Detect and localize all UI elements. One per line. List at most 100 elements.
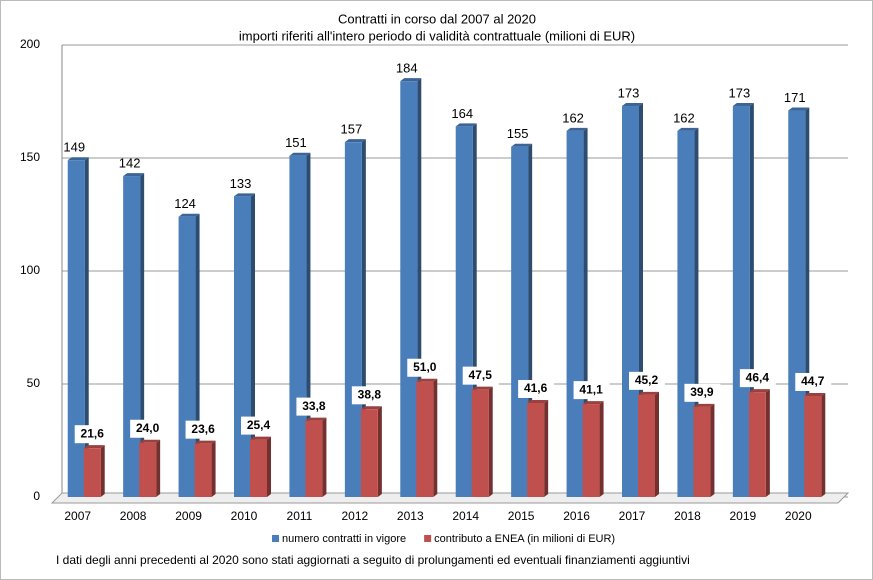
value-label-box bbox=[462, 366, 499, 385]
bar bbox=[178, 216, 196, 497]
legend-label: numero contratti in vigore bbox=[282, 533, 406, 545]
value-label: 39,9 bbox=[690, 385, 714, 399]
bar-side bbox=[599, 401, 604, 497]
x-tick-label: 2013 bbox=[397, 509, 424, 523]
bar-side bbox=[655, 391, 659, 497]
y-tick-label: 0 bbox=[33, 489, 40, 503]
bar-top bbox=[638, 391, 659, 395]
x-tick-label: 2017 bbox=[619, 509, 646, 523]
legend-swatch bbox=[272, 535, 279, 542]
bar-side bbox=[488, 386, 493, 497]
bar-top bbox=[582, 401, 604, 405]
value-label: 47,5 bbox=[469, 368, 493, 382]
y-tick-label: 200 bbox=[20, 37, 40, 51]
value-label-box bbox=[407, 358, 444, 377]
x-tick-label: 2007 bbox=[64, 509, 91, 523]
footnote: I dati degli anni precedenti al 2020 son… bbox=[56, 553, 690, 567]
bar-top bbox=[622, 103, 643, 107]
x-tick-label: 2015 bbox=[508, 509, 535, 523]
bar-top bbox=[455, 123, 477, 127]
chart-title: Contratti in corso dal 2007 al 2020 bbox=[338, 11, 536, 26]
bar-top bbox=[416, 378, 438, 382]
bar-top bbox=[194, 440, 216, 444]
y-tick-label: 150 bbox=[20, 150, 40, 164]
value-label-box bbox=[518, 379, 555, 398]
bar-top bbox=[83, 445, 105, 449]
x-tick-label: 2014 bbox=[452, 509, 479, 523]
value-label: 33,8 bbox=[302, 399, 326, 413]
bar-top bbox=[566, 127, 588, 131]
value-label-box bbox=[130, 419, 167, 438]
value-label: 184 bbox=[396, 61, 418, 76]
y-tick-label: 100 bbox=[20, 263, 40, 277]
x-tick-label: 2018 bbox=[674, 509, 701, 523]
value-label: 173 bbox=[618, 85, 640, 100]
value-label-box bbox=[795, 372, 832, 391]
bar-side bbox=[821, 392, 826, 497]
value-label-box bbox=[296, 397, 333, 416]
value-label: 38,8 bbox=[358, 387, 382, 401]
bar-side bbox=[84, 157, 89, 497]
bar-top bbox=[289, 152, 311, 156]
bar bbox=[416, 381, 434, 497]
value-label: 157 bbox=[341, 122, 363, 137]
value-label: 45,2 bbox=[635, 373, 659, 387]
x-tick-label: 2009 bbox=[175, 509, 202, 523]
legend-swatch bbox=[424, 535, 432, 542]
bar-top bbox=[788, 107, 810, 111]
value-label: 151 bbox=[285, 135, 307, 150]
bar bbox=[123, 176, 141, 497]
bar-top bbox=[344, 139, 366, 143]
bar-top bbox=[400, 78, 422, 82]
value-label: 164 bbox=[451, 106, 473, 121]
bar bbox=[305, 420, 323, 497]
value-label-box bbox=[629, 371, 665, 390]
x-tick-label: 2010 bbox=[231, 509, 258, 523]
bar-top bbox=[360, 406, 382, 410]
bar-top bbox=[677, 127, 699, 131]
bar-side bbox=[710, 403, 715, 497]
value-label-box bbox=[74, 425, 111, 444]
bar bbox=[139, 442, 157, 497]
legend-label: contributo a ENEA (in milioni di EUR) bbox=[434, 533, 615, 545]
chart-subtitle: importi riferiti all'intero periodo di v… bbox=[239, 28, 635, 43]
x-tick-label: 2011 bbox=[287, 509, 313, 523]
value-label-box bbox=[739, 369, 776, 388]
bar bbox=[582, 404, 600, 497]
y-tick-label: 50 bbox=[27, 376, 41, 390]
value-label: 142 bbox=[119, 156, 141, 171]
x-tick-label: 2008 bbox=[120, 509, 147, 523]
bar-side bbox=[156, 439, 161, 497]
bar bbox=[511, 146, 529, 497]
floor bbox=[50, 492, 850, 504]
bar-top bbox=[178, 213, 200, 217]
bar-top bbox=[471, 386, 493, 390]
value-label: 155 bbox=[507, 126, 529, 141]
bar-side bbox=[100, 445, 105, 497]
value-label: 162 bbox=[562, 110, 584, 125]
bar bbox=[804, 395, 822, 497]
value-label: 41,1 bbox=[579, 382, 603, 396]
bar bbox=[289, 155, 307, 498]
value-label-box bbox=[241, 416, 277, 435]
x-tick-label: 2016 bbox=[563, 509, 590, 523]
bar-top bbox=[527, 399, 549, 403]
value-label: 149 bbox=[63, 140, 85, 155]
bar bbox=[194, 443, 212, 497]
bar-side bbox=[211, 440, 216, 497]
bar-top bbox=[693, 403, 715, 407]
bar-top bbox=[748, 389, 770, 393]
value-label: 133 bbox=[230, 176, 252, 191]
bar bbox=[748, 392, 766, 497]
value-label: 23,6 bbox=[191, 422, 215, 436]
bar-top bbox=[804, 392, 826, 396]
bar bbox=[471, 389, 489, 497]
bar bbox=[344, 142, 362, 497]
bar bbox=[677, 130, 695, 497]
value-label: 24,0 bbox=[136, 421, 160, 435]
bar bbox=[788, 110, 806, 497]
bar bbox=[250, 439, 267, 497]
bar bbox=[83, 448, 101, 497]
bar bbox=[234, 196, 251, 498]
bar-top bbox=[250, 436, 271, 440]
